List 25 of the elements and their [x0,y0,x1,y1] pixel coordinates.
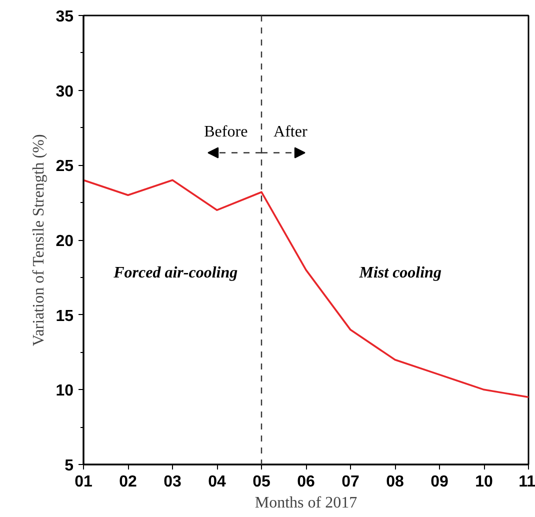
line-series [84,179,528,398]
x-tick-label: 04 [208,474,226,490]
x-tick-label: 11 [518,474,535,490]
y-tick-label: 10 [56,382,74,400]
x-tick-label: 05 [252,474,270,490]
annotation: Forced air-cooling [112,264,238,282]
y-tick-label: 30 [56,83,74,100]
y-tick-label: 35 [56,8,74,26]
annotation: Before [204,123,248,140]
x-tick-label: 02 [119,474,137,490]
x-tick-label: 01 [74,474,92,490]
x-tick-label: 03 [164,474,182,490]
annotation: Mist cooling [358,264,442,282]
y-axis-title: Variation of Tensile Strength (%) [30,134,48,346]
x-tick-label: 08 [386,474,404,490]
x-tick-label: 07 [342,474,360,490]
y-tick-label: 5 [64,458,74,474]
x-tick-label: 10 [475,474,493,490]
x-tick-label: 06 [297,474,315,490]
y-tick-label: 15 [56,308,74,325]
x-axis-title: Months of 2017 [254,494,358,512]
annotation: After [274,123,308,140]
y-tick-label: 25 [56,158,74,176]
x-tick-label: 09 [430,474,448,490]
y-tick-label: 20 [56,233,74,250]
